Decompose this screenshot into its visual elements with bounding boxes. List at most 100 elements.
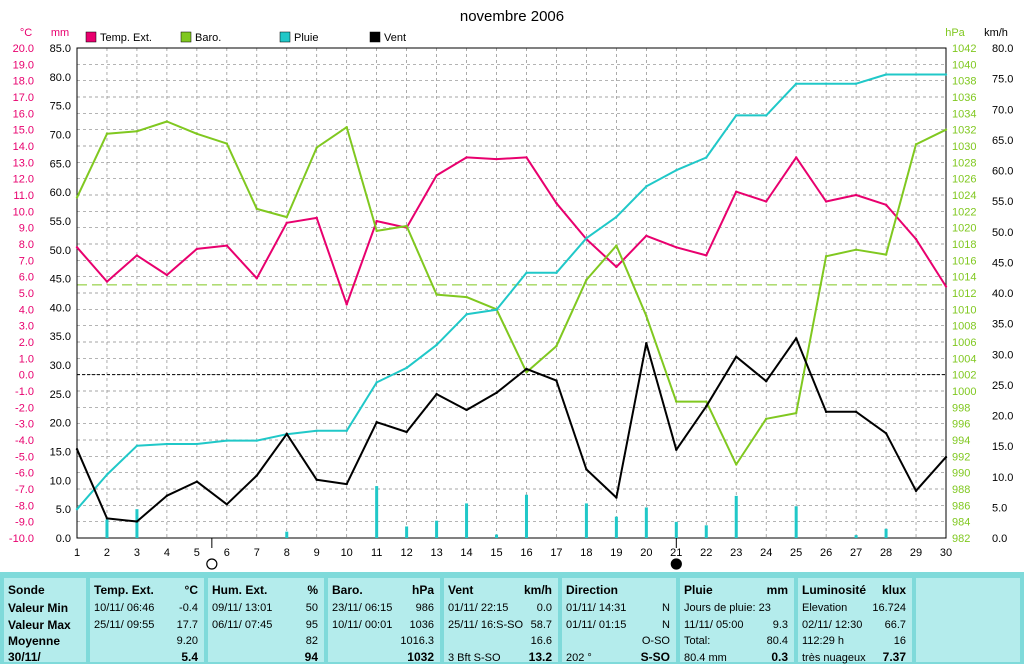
series-point-3 [465,313,468,316]
rain-tick-label: 30.0 [50,360,71,372]
series-point-2 [705,400,708,403]
baro-tick-label: 988 [952,484,970,496]
x-tick-label: 1 [74,547,80,559]
series-point-4 [585,468,588,471]
rain-stats: Pluie mm Jours de pluie: 23 11/11/ 05:00 9… [680,578,794,664]
series-point-1 [645,234,648,238]
series-point-1 [705,254,708,257]
temp-tick-label: -10.0 [9,533,34,545]
series-point-4 [345,482,348,486]
series-point-1 [765,200,768,203]
temp-current: 5.4 [181,650,198,664]
temp-max-date: 25/11/ 09:55 [94,619,155,631]
temp-tick-label: 18.0 [13,76,34,88]
temp-max-value: 17.7 [176,619,198,631]
series-point-3 [315,429,318,432]
series-point-1 [525,156,528,159]
series-point-4 [675,448,678,451]
series-point-2 [675,400,678,403]
x-tick-label: 19 [610,547,622,559]
dir-min-date: 01/11/ 14:31 [566,602,627,614]
legend-label-4: Vent [384,32,406,44]
x-tick-label: 5 [194,547,200,559]
stats-labels-column: Sonde Valeur Min Valeur Max Moyenne 30/1… [4,578,86,664]
wind-tick-label: 5.0 [992,502,1007,514]
wind-current-bft: 3 Bft S-SO [448,652,501,664]
series-point-2 [465,295,468,299]
baro-tick-label: 1036 [952,92,976,104]
series-point-2 [225,142,229,145]
baro-max-value: 1036 [409,619,434,631]
series-point-3 [375,381,378,384]
series-point-1 [495,157,498,161]
rain-tick-label: 10.0 [50,475,71,487]
legend-label-3: Pluie [294,32,318,44]
series-point-4 [465,408,468,412]
series-point-2 [525,371,528,374]
series-point-2 [315,146,318,149]
series-point-3 [165,442,169,446]
rain-bar-day-14 [465,503,469,538]
legend-label-1: Temp. Ext. [100,32,152,44]
series-point-3 [884,73,888,76]
baro-tick-label: 1022 [952,206,976,218]
x-tick-label: 9 [314,547,320,559]
dir-current: S-SO [640,650,670,664]
series-point-3 [675,169,678,172]
temp-head: Temp. Ext. [94,583,154,597]
rain-bar-day-25 [794,506,798,538]
series-point-3 [525,271,528,275]
series-point-2 [765,417,768,420]
rain-tick-label: 40.0 [50,302,71,314]
wind-stats: Vent km/h 01/11/ 22:15 0.0 25/11/ 16:S-SO 5… [444,578,558,664]
rain-bar-day-11 [375,486,379,538]
baro-min-date: 23/11/ 06:15 [332,602,393,614]
temp-tick-label: -2.0 [15,402,34,414]
temp-tick-label: -4.0 [15,435,34,447]
temp-tick-label: -6.0 [15,468,34,480]
series-point-2 [794,411,798,415]
baro-tick-label: 1004 [952,353,976,365]
series-point-2 [345,126,348,129]
hum-head: Hum. Ext. [212,583,268,597]
temp-tick-label: -9.0 [15,517,34,529]
series-point-2 [884,253,888,256]
x-tick-label: 24 [760,547,772,559]
temp-tick-label: -7.0 [15,484,34,496]
series-point-3 [705,156,708,159]
series-point-3 [765,114,768,117]
series-point-4 [75,447,79,451]
wind-tick-label: 75.0 [992,74,1013,86]
lum-current-label: très nuageux [802,652,866,664]
x-tick-label: 11 [371,547,382,559]
x-tick-label: 20 [640,547,652,559]
lum-unit: klux [881,583,906,597]
series-point-2 [255,207,258,211]
baro-tick-label: 1006 [952,337,976,349]
lum-elev-value: 16.724 [872,602,906,614]
temp-tick-label: 12.0 [13,174,34,186]
wind-current: 13.2 [528,650,552,664]
series-point-1 [345,303,348,306]
baro-tick-label: 1016 [952,255,976,267]
baro-stats: Baro. hPa 23/11/ 06:15 986 10/11/ 00:01 103… [328,578,440,664]
rain-bar-day-2 [105,519,109,538]
baro-axis-unit: hPa [945,27,965,39]
rain-max-value: 9.3 [772,619,788,631]
series-point-2 [824,255,828,258]
wind-tick-label: 65.0 [992,135,1013,147]
baro-current: 1032 [407,650,434,664]
series-point-1 [854,193,858,197]
lum-hours-value: 16 [893,635,906,647]
rain-tick-label: 5.0 [56,504,71,516]
rain-bar-day-12 [405,526,409,538]
series-point-2 [435,293,438,296]
lum-hours: 112:29 h [802,635,845,647]
series-point-2 [135,130,139,133]
rain-total-label: Total: [684,635,711,647]
rain-tick-label: 50.0 [50,245,71,257]
series-point-4 [375,421,378,424]
baro-tick-label: 1026 [952,174,976,186]
series-line-temp-ext [76,156,947,306]
series-point-2 [914,143,918,146]
